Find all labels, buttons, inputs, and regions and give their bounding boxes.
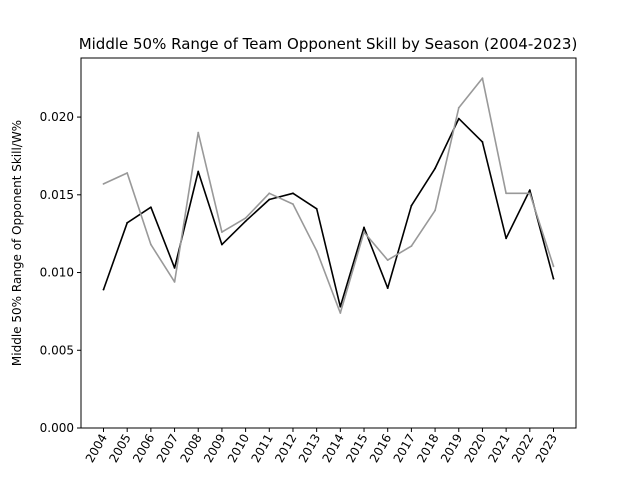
data-point	[221, 243, 223, 246]
data-point	[386, 259, 389, 262]
x-tick-label: 2010	[225, 432, 252, 465]
data-point	[102, 288, 105, 291]
x-tick-label: 2006	[130, 432, 157, 465]
data-point	[363, 226, 365, 229]
y-tick-label: 0.010	[40, 266, 74, 280]
chart-title: Middle 50% Range of Team Opponent Skill …	[79, 35, 578, 53]
data-point	[244, 220, 247, 223]
y-tick-label: 0.000	[40, 421, 74, 435]
x-tick-label: 2011	[248, 432, 275, 465]
data-point	[505, 237, 508, 240]
x-tick-label: 2018	[414, 432, 441, 465]
data-point	[244, 217, 247, 220]
x-tick-label: 2017	[391, 432, 418, 465]
x-tick-label: 2005	[106, 432, 133, 465]
y-tick-label: 0.015	[40, 188, 74, 202]
y-axis: 0.000 0.005 0.010 0.015 0.020	[40, 110, 81, 435]
data-point	[552, 277, 555, 280]
x-tick-label: 2021	[485, 432, 512, 465]
data-point	[221, 231, 223, 234]
data-point	[481, 77, 484, 80]
data-point	[315, 207, 318, 210]
data-point	[268, 198, 271, 201]
data-point	[386, 287, 389, 289]
x-tick-label: 2007	[154, 432, 181, 465]
x-tick-label: 2022	[509, 432, 536, 465]
x-tick-label: 2019	[438, 432, 465, 465]
data-point	[505, 192, 508, 195]
data-point	[149, 243, 152, 246]
x-tick-label: 2009	[201, 432, 228, 465]
data-point	[173, 266, 176, 269]
data-point	[434, 167, 436, 170]
data-point	[292, 192, 294, 195]
data-point	[292, 203, 294, 206]
x-tick-label: 2016	[367, 432, 394, 465]
data-point	[197, 170, 200, 173]
x-tick-label: 2015	[343, 432, 370, 465]
data-point	[481, 141, 484, 143]
data-point	[126, 172, 129, 174]
data-point	[363, 231, 365, 234]
data-point	[315, 249, 318, 252]
series-line-1	[102, 117, 555, 308]
series-layer	[102, 77, 555, 314]
x-axis: 2004200520062007200820092010201120122013…	[83, 428, 560, 465]
data-point	[528, 192, 531, 195]
data-point	[410, 204, 413, 207]
data-point	[173, 280, 176, 283]
data-point	[102, 183, 105, 185]
x-tick-label: 2023	[533, 432, 560, 465]
y-tick-label: 0.020	[40, 110, 74, 124]
data-point	[528, 189, 531, 192]
data-point	[126, 221, 129, 224]
x-tick-label: 2004	[83, 432, 110, 465]
x-tick-label: 2012	[272, 432, 299, 465]
plot-frame	[80, 57, 577, 429]
x-tick-label: 2008	[177, 432, 204, 465]
data-point	[149, 206, 152, 209]
data-point	[457, 106, 460, 109]
y-axis-label: Middle 50% Range of Opponent Skill/W%	[10, 120, 24, 366]
data-point	[197, 131, 200, 134]
x-tick-label: 2013	[296, 432, 323, 465]
data-point	[552, 265, 555, 268]
x-tick-label: 2014	[320, 432, 347, 465]
x-tick-label: 2020	[462, 432, 489, 465]
data-point	[339, 305, 342, 308]
data-point	[410, 245, 413, 248]
series-line-2	[103, 77, 555, 314]
y-tick-label: 0.005	[40, 343, 74, 357]
data-point	[434, 209, 436, 212]
data-point	[339, 312, 342, 314]
data-point	[457, 117, 460, 120]
data-point	[268, 192, 271, 195]
